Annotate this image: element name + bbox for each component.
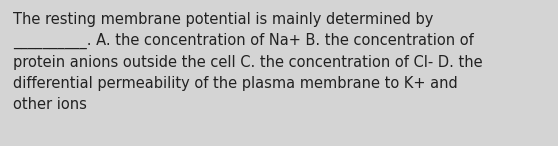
- Text: The resting membrane potential is mainly determined by
__________. A. the concen: The resting membrane potential is mainly…: [13, 12, 483, 112]
